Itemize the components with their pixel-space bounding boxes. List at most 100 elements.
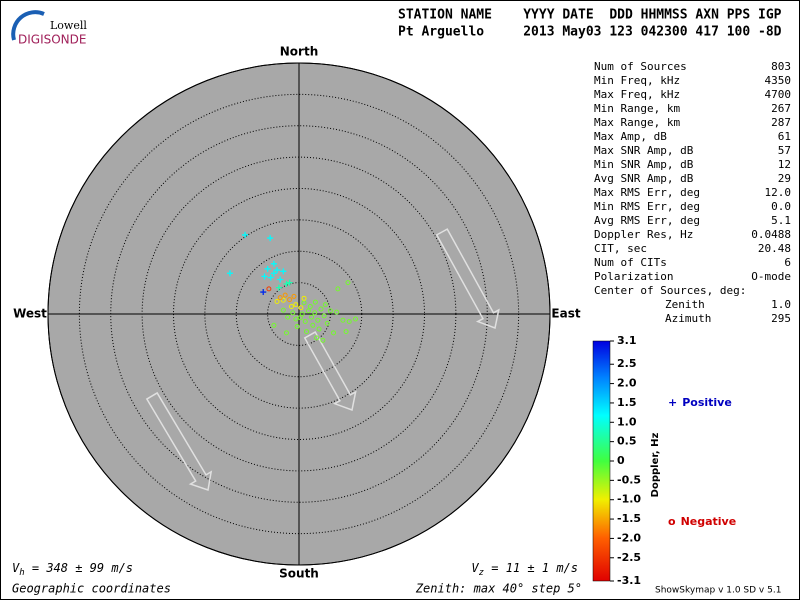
stat-label: Doppler Res, Hz bbox=[594, 228, 693, 241]
source-point bbox=[271, 322, 277, 328]
stat-label: CIT, sec bbox=[594, 242, 647, 255]
stat-label: Max Amp, dB bbox=[594, 130, 667, 143]
source-point bbox=[291, 293, 297, 299]
stat-label: Num of Sources bbox=[594, 60, 687, 73]
source-point bbox=[280, 268, 287, 275]
source-point bbox=[302, 319, 308, 325]
source-point bbox=[335, 286, 341, 292]
source-point bbox=[280, 297, 286, 303]
source-point bbox=[260, 289, 267, 296]
stat-label: Avg SNR Amp, dB bbox=[594, 172, 694, 185]
stat-value: 20.48 bbox=[758, 242, 791, 255]
source-point bbox=[298, 305, 304, 311]
legend-entry: o Negative bbox=[668, 515, 736, 528]
legend-symbol: o bbox=[668, 515, 676, 528]
stat-value: 0.0488 bbox=[751, 228, 791, 241]
stat-label: Avg RMS Err, deg bbox=[594, 214, 700, 227]
stat-label: Max RMS Err, deg bbox=[594, 186, 700, 199]
source-point bbox=[280, 307, 286, 313]
source-point bbox=[290, 310, 296, 316]
source-point bbox=[282, 292, 288, 298]
version: ShowSkymap v 1.0 SD v 5.1 bbox=[655, 586, 781, 596]
logo-bottom: DIGISONDE bbox=[18, 33, 86, 47]
legend-symbol: + bbox=[668, 396, 677, 409]
stat-label: Min RMS Err, deg bbox=[594, 200, 700, 213]
source-point bbox=[314, 335, 320, 341]
drift-arrow bbox=[435, 228, 500, 330]
stat-value: 267 bbox=[771, 102, 791, 115]
logo-top: Lowell bbox=[50, 19, 87, 32]
source-point bbox=[270, 260, 277, 267]
source-point bbox=[316, 326, 322, 332]
stat-label: Max Freq, kHz bbox=[594, 88, 680, 101]
source-point bbox=[299, 311, 305, 317]
source-point bbox=[304, 329, 310, 335]
colorbar-tick-label: 0 bbox=[617, 454, 625, 467]
source-point bbox=[283, 330, 289, 336]
logo-swoosh bbox=[11, 10, 45, 41]
colorbar-tick-label: -0.5 bbox=[617, 473, 641, 486]
stat-label: Polarization bbox=[594, 270, 673, 283]
stat-value: 5.1 bbox=[771, 214, 791, 227]
source-point bbox=[270, 270, 277, 277]
colorbar-tick-label: -2.5 bbox=[617, 551, 641, 564]
drift-arrow bbox=[303, 331, 357, 412]
source-point bbox=[287, 297, 293, 303]
colorbar-tick-label: -1.5 bbox=[617, 512, 641, 525]
source-point bbox=[277, 295, 283, 301]
stat-label: Min SNR Amp, dB bbox=[594, 158, 694, 171]
colorbar-tick-label: 2.5 bbox=[617, 357, 637, 370]
direction-label: West bbox=[13, 307, 47, 321]
stat-value: 12 bbox=[778, 158, 791, 171]
stat-value: 4700 bbox=[765, 88, 792, 101]
header-line: STATION NAME YYYY DATE DDD HHMMSS AXN PP… bbox=[398, 8, 782, 23]
source-point bbox=[264, 265, 271, 272]
colorbar-tick-label: -2.0 bbox=[617, 531, 641, 544]
stat-label: Min Range, km bbox=[594, 102, 680, 115]
source-point bbox=[267, 274, 274, 281]
source-point bbox=[293, 302, 299, 308]
source-point bbox=[288, 303, 294, 309]
stat-label: Max SNR Amp, dB bbox=[594, 144, 694, 157]
source-point bbox=[346, 319, 352, 325]
stat-label: Center of Sources, deg: bbox=[594, 284, 746, 297]
colorbar-tick-label: 0.5 bbox=[617, 435, 637, 448]
stat-value: 6 bbox=[784, 256, 791, 269]
source-point bbox=[266, 286, 272, 292]
colorbar-tick-label: 2.0 bbox=[617, 377, 637, 390]
direction-label: East bbox=[551, 307, 580, 321]
direction-label: South bbox=[279, 567, 319, 581]
stat-value: 295 bbox=[771, 312, 791, 325]
source-point bbox=[315, 317, 321, 323]
source-point bbox=[352, 316, 358, 322]
colorbar-tick-label: 1.5 bbox=[617, 396, 637, 409]
source-point bbox=[312, 310, 318, 316]
source-point bbox=[320, 337, 326, 343]
source-point bbox=[334, 309, 340, 315]
stat-value: 803 bbox=[771, 60, 791, 73]
source-point bbox=[312, 299, 318, 305]
source-point bbox=[301, 295, 307, 301]
source-point bbox=[327, 308, 333, 314]
legend-name: Positive bbox=[682, 396, 732, 409]
source-point bbox=[275, 284, 282, 291]
colorbar-label: Doppler, Hz bbox=[650, 433, 661, 498]
skymap: North South West East bbox=[13, 45, 581, 581]
colorbar-tick-label: 1.0 bbox=[617, 415, 637, 428]
vz-label: Vz = 11 ± 1 m/s bbox=[471, 561, 578, 578]
stat-label: Min Freq, kHz bbox=[594, 74, 680, 87]
colorbar: 3.1 2.5 2.0 1.5 1.0 0.5 0 -0.5 -1.0 -1.5 -2.0 -2.5 -… bbox=[592, 334, 736, 587]
stats-table: Num of Sources 803 Min Freq, kHz 4350 Max Fr… bbox=[594, 60, 791, 325]
stat-label: Num of CITs bbox=[594, 256, 667, 269]
stat-value: 4350 bbox=[765, 74, 792, 87]
source-point bbox=[321, 313, 327, 319]
source-point bbox=[274, 267, 281, 274]
source-point bbox=[274, 298, 280, 304]
source-point bbox=[286, 279, 293, 286]
stat-label: Azimuth bbox=[665, 312, 711, 325]
source-point bbox=[322, 302, 328, 308]
header-line: Pt Arguello 2013 May03 123 042300 417 10… bbox=[398, 25, 782, 40]
vh-label: Vh = 348 ± 99 m/s bbox=[12, 561, 133, 578]
legend-name: Negative bbox=[681, 515, 737, 528]
